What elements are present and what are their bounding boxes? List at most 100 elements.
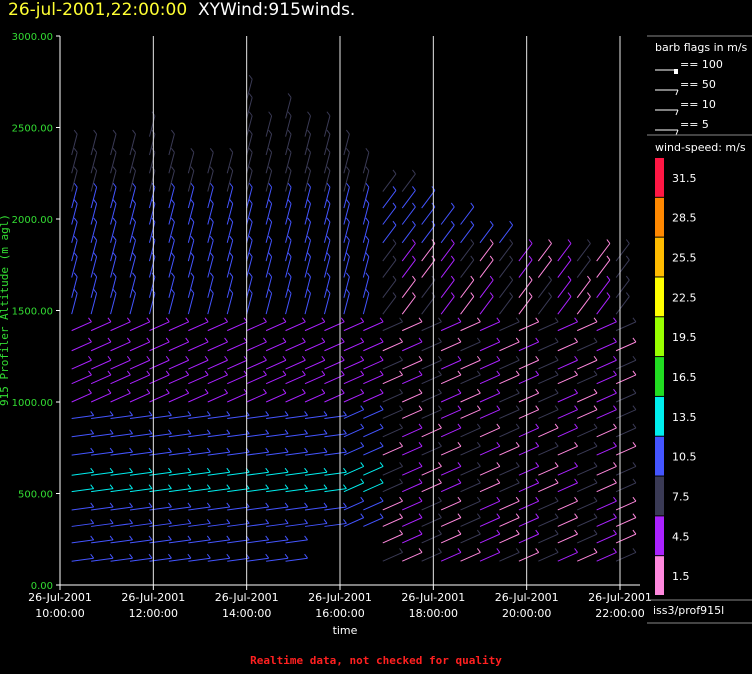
wind-barb-tick <box>88 317 92 323</box>
wind-barb <box>110 471 133 476</box>
wind-barb <box>557 445 578 456</box>
wind-barb-tick <box>90 519 95 524</box>
wind-barb <box>577 392 598 403</box>
wind-barb <box>168 321 189 332</box>
wind-barb-tick <box>248 166 253 171</box>
wind-barb <box>90 240 98 262</box>
wind-barb-tick <box>132 288 136 294</box>
wind-barb <box>285 256 292 278</box>
wind-barb <box>538 427 559 438</box>
wind-barb-tick <box>548 275 552 281</box>
wind-barb <box>518 341 539 352</box>
wind-barb <box>110 203 117 225</box>
wind-barb-tick <box>209 199 214 204</box>
wind-barb <box>285 359 306 370</box>
wind-barb-tick <box>209 272 214 278</box>
wind-barb <box>149 471 172 476</box>
wind-barb-tick <box>90 535 95 541</box>
wind-barb <box>304 321 326 332</box>
wind-barb-tick <box>360 355 365 361</box>
x-axis-label: time <box>333 624 358 637</box>
wind-barb <box>187 240 195 262</box>
wind-barb <box>479 224 494 244</box>
wind-barb <box>323 203 331 225</box>
wind-barb <box>577 427 598 438</box>
wind-barb <box>518 500 539 511</box>
wind-barb-tick <box>224 388 228 394</box>
wind-barb-tick <box>632 405 637 410</box>
wind-barb <box>188 522 211 527</box>
wind-barb <box>343 170 350 192</box>
wind-barb <box>168 152 175 174</box>
wind-barb-tick <box>613 478 617 484</box>
wind-barb-tick <box>248 252 253 257</box>
wind-barb-tick <box>73 166 78 171</box>
wind-barb-tick <box>132 129 136 135</box>
wind-barb <box>460 409 481 419</box>
wind-barb <box>265 374 287 385</box>
wind-barb <box>518 551 539 562</box>
wind-barb-tick <box>268 272 273 278</box>
wind-barb <box>401 173 416 192</box>
wind-barb-tick <box>170 199 175 204</box>
wind-barb-tick <box>412 292 416 297</box>
wind-barb-tick <box>554 513 559 518</box>
wind-barb-tick <box>399 337 403 343</box>
wind-barb <box>227 506 250 511</box>
wind-barb-tick <box>248 129 253 135</box>
wind-barb <box>324 488 347 493</box>
wind-barb-tick <box>418 355 423 361</box>
wind-barb-tick <box>187 484 192 489</box>
wind-barb <box>207 392 228 403</box>
wind-barb-tick <box>345 199 350 204</box>
wind-barb-tick <box>93 272 98 278</box>
wind-barb-tick <box>287 129 292 135</box>
wind-barb-tick <box>132 148 136 153</box>
wind-barb <box>266 506 289 511</box>
wind-barb <box>168 392 189 403</box>
wind-barb <box>246 170 253 192</box>
wind-barb-tick <box>418 478 423 484</box>
x-tick-date: 26-Jul-2001 <box>495 591 559 604</box>
wind-barb <box>343 186 350 209</box>
wind-barb <box>110 374 131 385</box>
wind-barb <box>615 533 637 544</box>
wind-barb-tick <box>399 388 403 394</box>
wind-barb <box>129 152 136 174</box>
wind-barb <box>421 551 442 562</box>
wind-barb <box>382 533 403 544</box>
wind-barb <box>324 522 347 527</box>
wind-barb-tick <box>304 519 308 524</box>
wind-barb-tick <box>112 252 117 257</box>
wind-barb-tick <box>515 388 520 394</box>
wind-barb-tick <box>93 199 98 204</box>
wind-barb-tick <box>535 462 540 467</box>
wind-barb <box>285 170 292 192</box>
wind-barb-tick <box>632 462 637 467</box>
wind-barb <box>460 243 475 262</box>
x-tick-time: 18:00:00 <box>409 607 458 620</box>
wind-barb-tick <box>226 429 231 435</box>
wind-barb <box>71 414 94 419</box>
wind-barb-tick <box>226 484 231 489</box>
wind-barb <box>363 465 384 476</box>
wind-barb-tick <box>148 553 153 559</box>
chart-title: 26-jul-2001,22:00:00 XYWind:915winds. <box>8 0 355 20</box>
wind-barb <box>615 374 637 385</box>
wind-barb-tick <box>476 441 481 447</box>
wind-barb <box>285 488 308 493</box>
wind-barb-tick <box>489 239 494 244</box>
wind-barb <box>188 374 209 385</box>
wind-barb <box>246 293 253 315</box>
y-tick-label: 2000.00 <box>12 215 53 226</box>
wind-barb-tick <box>593 405 598 410</box>
wind-barb <box>499 374 520 385</box>
wind-barb-tick <box>206 467 211 473</box>
wind-barb-tick <box>632 388 637 394</box>
wind-barb-tick <box>365 288 370 294</box>
wind-barb <box>363 392 384 403</box>
wind-barb-tick <box>126 317 131 323</box>
wind-barb <box>382 427 403 438</box>
wind-barb-tick <box>248 199 253 204</box>
speed-legend-items: 31.5 28.5 25.5 22.5 19.5 16.5 13.5 10.5 7.5 4.5 1.… <box>655 158 697 595</box>
